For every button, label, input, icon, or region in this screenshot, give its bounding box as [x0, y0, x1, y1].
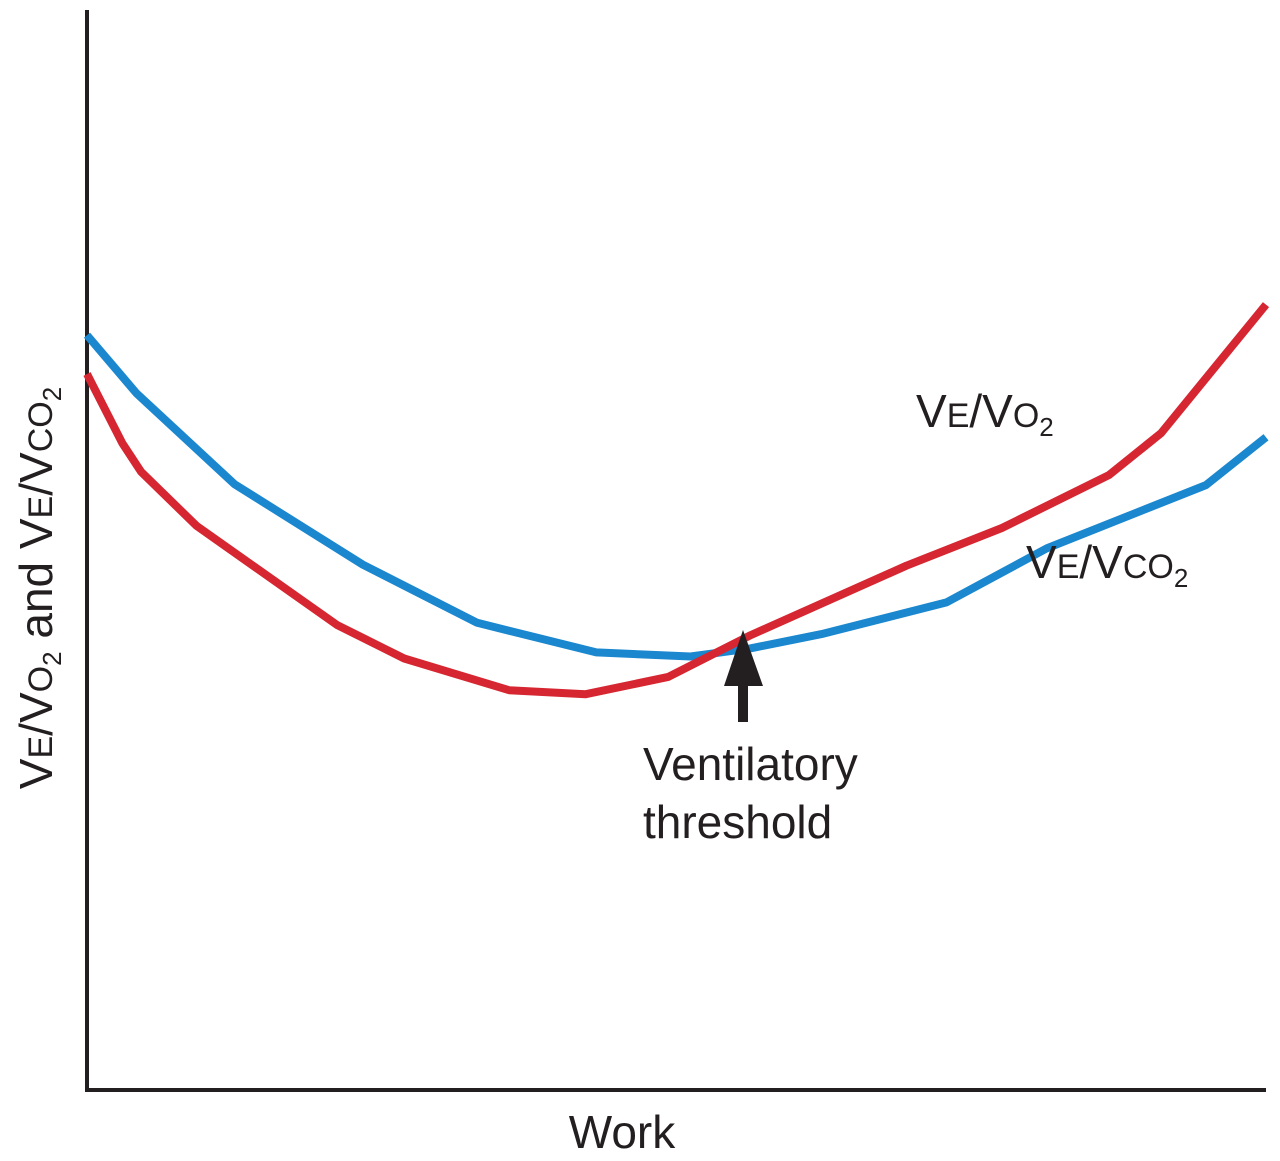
series-line-ve-vo2	[83, 302, 1270, 699]
annotation-line-2: threshold	[643, 796, 832, 848]
series-label-ve-vo2: VE/VO2	[916, 385, 1054, 442]
series-label-ve-vco2: VE/VCO2	[1026, 536, 1188, 593]
annotation-line-1: Ventilatory	[643, 738, 858, 790]
x-axis-label: Work	[569, 1106, 676, 1158]
series-line-ve-vco2	[83, 332, 1269, 661]
threshold-arrow-shaft	[738, 684, 748, 722]
y-axis-label: VE/VO2 and VE/VCO2	[10, 387, 67, 789]
threshold-arrow-head	[724, 630, 763, 686]
